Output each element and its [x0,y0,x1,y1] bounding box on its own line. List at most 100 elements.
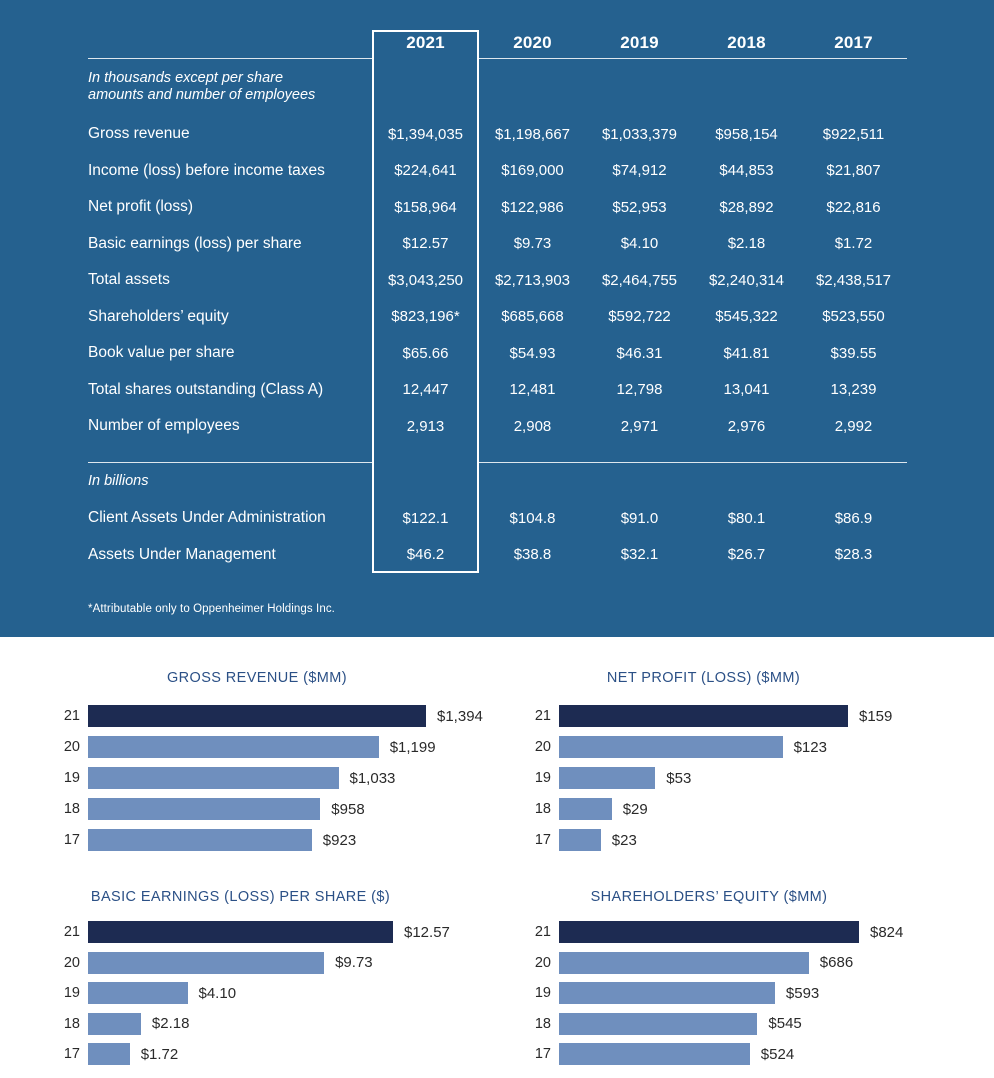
value-cell-2018: $28,892 [719,198,774,216]
bar-17 [559,829,601,851]
value-cell-2020: $9.73 [513,235,552,253]
billions-divider-line [479,462,907,463]
bar-value-label: $23 [611,831,637,849]
bar-value-label: $686 [819,954,854,971]
value-cell-2021: 12,447 [402,381,449,399]
value-cell-2017: $1.72 [834,235,873,253]
row-label: Basic earnings (loss) per share [88,234,302,252]
chart-row: 18 $29 [527,798,892,820]
value-cell-2021: $3,043,250 [387,271,464,289]
value-cell-2020: $38.8 [513,546,552,564]
chart-bars: 21 $12.57 20 $9.73 19 $4.10 18 $2.18 17 $1.72 [56,921,450,1065]
value-cell-2018: $26.7 [727,546,766,564]
table-row: Total shares outstanding (Class A) 12,447… [88,372,907,409]
chart-basic-eps: BASIC EARNINGS (LOSS) PER SHARE ($) 21 $1… [56,889,450,1074]
value-cell-2021: $12.57 [402,235,449,253]
table-row: Net profit (loss) $158,964 $122,986 $52,953… [88,189,907,226]
year-tick-label: 19 [534,770,551,786]
value-cell-2021: $823,196* [391,308,460,326]
bar-21 [559,921,859,943]
chart-row: 21 $824 [527,921,903,943]
chart-row: 18 $2.18 [56,1012,450,1035]
chart-bars: 21 $1,394 20 $1,199 19 $1,033 18 $958 17 $923 [56,705,483,851]
chart-row: 18 $958 [56,798,483,820]
value-cell-2018: $545,322 [715,308,778,326]
table-row: Number of employees 2,913 2,908 2,971 2,976 2… [88,408,907,445]
header-divider-line [479,58,907,59]
value-cell-2018: 2,976 [727,417,766,435]
value-cell-2020: $54.93 [509,344,556,362]
value-cell-2017: 13,239 [830,381,877,399]
value-cell-2018: $44,853 [719,162,774,180]
table-row: Income (loss) before income taxes $224,64… [88,153,907,190]
chart-row: 21 $159 [527,705,892,727]
value-cell-2020: 2,908 [513,417,552,435]
year-tick-label: 20 [534,954,551,971]
value-cell-2017: $22,816 [826,198,881,216]
billions-divider-line [88,462,372,463]
chart-title: NET PROFIT (LOSS) ($MM) [606,670,801,686]
row-label: Shareholders’ equity [88,307,229,325]
bar-value-label: $1,033 [349,769,396,787]
year-tick-label: 18 [63,1015,80,1032]
table-row: Assets Under Management $46.2 $38.8 $32.1 $2… [88,537,907,574]
section-spacer [88,445,907,463]
bar-value-label: $824 [870,923,904,941]
row-label: Total assets [88,271,170,289]
bar-20 [88,951,325,974]
value-cell-2021: 2,913 [406,417,445,435]
bar-value-label: $12.57 [404,923,450,941]
bar-17 [559,1043,750,1065]
row-label: Gross revenue [88,125,190,143]
chart-title: SHAREHOLDERS’ EQUITY ($MM) [590,889,828,905]
value-cell-2018: $80.1 [727,509,766,527]
bar-value-label: $1,394 [437,707,483,725]
chart-row: 17 $1.72 [56,1043,450,1065]
value-cell-2017: $922,511 [822,125,885,143]
bar-value-label: $2.18 [151,1015,190,1032]
value-cell-2019: $1,033,379 [601,125,678,143]
charts-section: GROSS REVENUE ($MM) 21 $1,394 20 $1,199 19 $1… [0,637,994,1078]
chart-row: 21 $1,394 [56,705,483,727]
chart-row: 19 $593 [527,982,903,1004]
year-header-row: 2021 2020 2019 2018 2017 [372,30,907,58]
bar-18 [88,1012,141,1035]
year-tick-label: 21 [534,708,551,724]
year-header-2021: 2021 [406,33,445,52]
value-cell-2018: $2,240,314 [708,271,785,289]
bar-value-label: $1.72 [140,1045,179,1063]
year-header-2017: 2017 [834,33,873,52]
year-tick-label: 17 [534,832,551,848]
chart-row: 17 $923 [56,829,483,851]
value-cell-2019: 2,971 [620,417,659,435]
value-cell-2018: $2.18 [727,235,766,253]
bar-19 [559,982,775,1004]
chart-row: 18 $545 [527,1012,903,1035]
year-tick-label: 18 [534,801,551,817]
value-cell-2020: $104.8 [509,509,556,527]
value-cell-2018: 13,041 [723,381,770,399]
value-cell-2019: $91.0 [620,509,659,527]
bar-value-label: $593 [785,984,820,1002]
value-cell-2020: $169,000 [501,162,564,180]
year-tick-label: 18 [63,801,80,817]
chart-row: 21 $12.57 [56,921,450,943]
value-cell-2018: $958,154 [715,125,778,143]
row-label: Total shares outstanding (Class A) [88,380,324,398]
value-cell-2021: $1,394,035 [387,125,464,143]
chart-row: 19 $53 [527,767,892,789]
bar-21 [88,705,426,727]
billions-note: In billions [88,473,149,489]
units-note: In thousands except per share amounts an… [88,58,372,116]
table-row: Shareholders’ equity $823,196* $685,668 $59… [88,299,907,336]
bar-value-label: $958 [331,800,365,818]
bar-value-label: $9.73 [335,954,373,971]
bar-20 [559,951,809,974]
year-tick-label: 20 [63,954,80,971]
year-tick-label: 20 [534,739,551,755]
bar-17 [88,1043,130,1065]
table-body-billions: Client Assets Under Administration $122.1… [88,500,907,573]
row-label: Assets Under Management [88,545,276,563]
value-cell-2019: $592,722 [608,308,671,326]
bar-18 [88,798,321,820]
